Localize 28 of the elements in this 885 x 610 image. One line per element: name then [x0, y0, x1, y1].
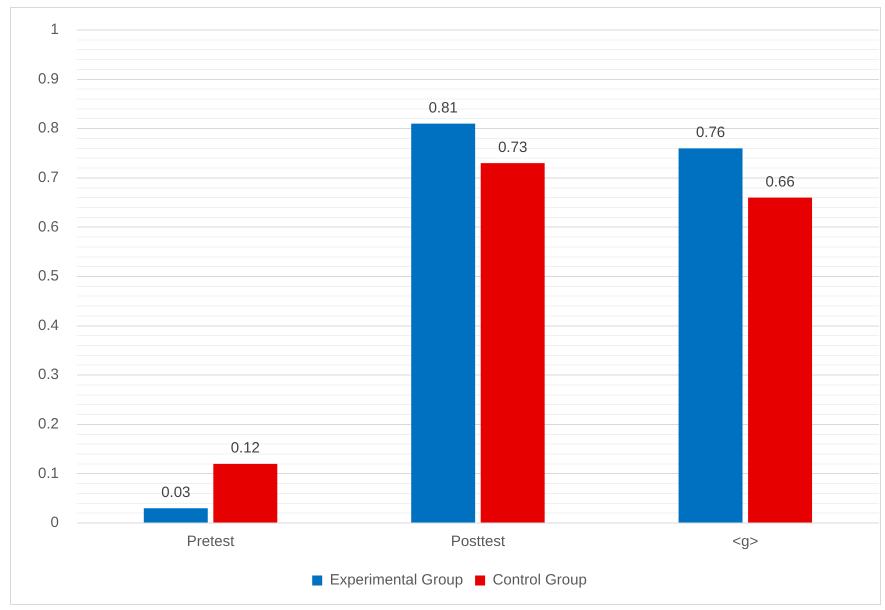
y-tick-label: 0.2 — [38, 416, 59, 433]
y-tick-label: 0.6 — [38, 218, 59, 236]
bar — [678, 148, 743, 522]
y-tick-label: 0.9 — [38, 70, 59, 88]
bar — [748, 198, 812, 522]
data-label: 0.03 — [161, 484, 190, 501]
bar — [144, 508, 208, 522]
y-tick-label: 0.8 — [38, 120, 59, 137]
data-label: 0.76 — [696, 124, 726, 141]
bar — [213, 464, 278, 522]
legend-label: Control Group — [492, 572, 587, 589]
y-tick-label: 1 — [50, 21, 59, 38]
bar — [411, 124, 476, 522]
bar — [480, 163, 545, 522]
data-label: 0.66 — [765, 173, 795, 190]
data-label: 0.73 — [498, 138, 528, 156]
x-tick-label: <g> — [732, 533, 758, 550]
x-tick-label: Posttest — [450, 533, 506, 550]
x-tick-label: Pretest — [186, 533, 236, 550]
y-tick-label: 0.3 — [38, 366, 59, 384]
y-tick-label: 0.1 — [38, 464, 59, 482]
y-tick-label: 0.5 — [38, 268, 59, 285]
y-tick-label: 0.4 — [38, 316, 59, 334]
data-label: 0.12 — [230, 439, 260, 456]
y-tick-label: 0.7 — [38, 169, 59, 186]
data-label: 0.81 — [428, 99, 458, 116]
y-tick-label: 0 — [50, 514, 59, 532]
legend-label: Experimental Group — [330, 572, 464, 589]
